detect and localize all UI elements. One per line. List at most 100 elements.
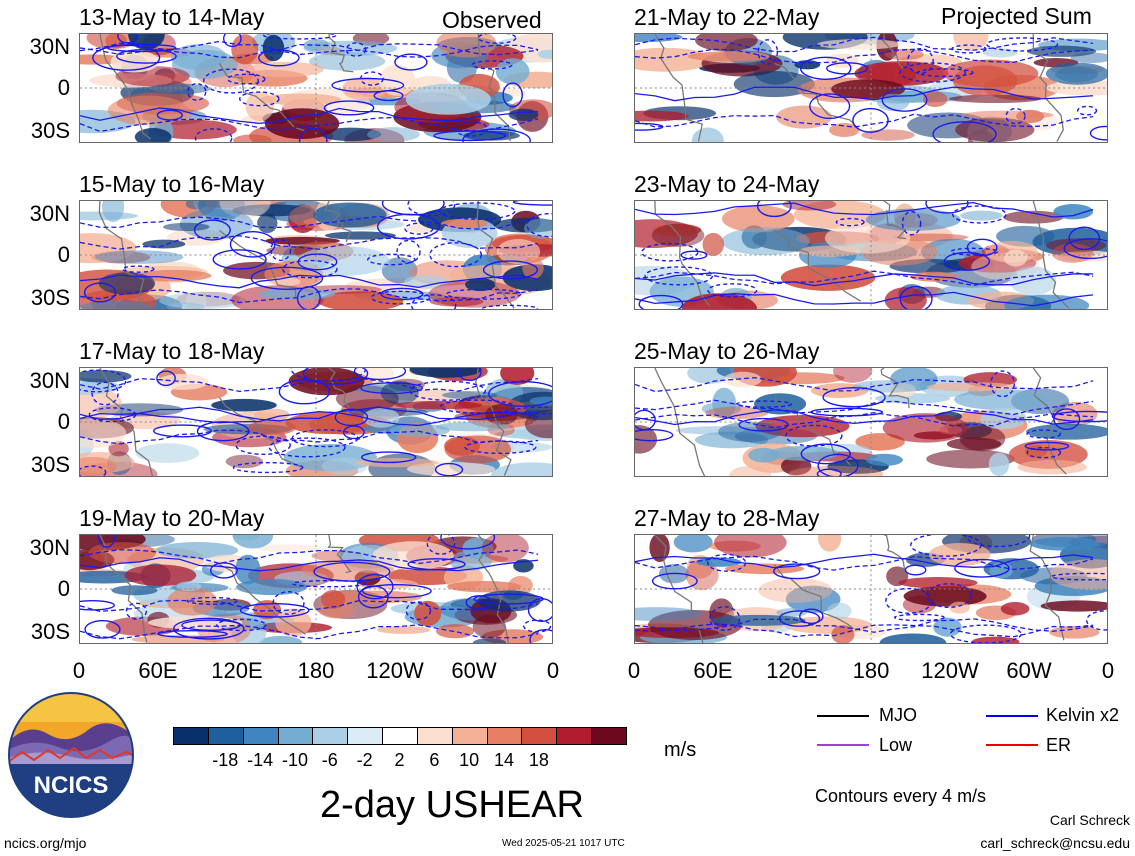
shading-blob (865, 453, 903, 466)
panel-map-2 (79, 200, 553, 310)
kelvin-contour (173, 617, 245, 640)
colorbar-tick-4: -2 (356, 750, 373, 770)
footer-url[interactable]: ncics.org/mjo (4, 835, 87, 851)
shading-blob (404, 275, 449, 289)
shading-blob (922, 91, 948, 107)
panel-map-1 (79, 33, 553, 143)
shading-blob (959, 425, 1006, 452)
kelvin-contour-line (80, 557, 539, 572)
kelvin-contour-line (80, 288, 539, 304)
shading-blob (885, 48, 924, 61)
shading-blob (733, 71, 815, 98)
ylabel-30n: 30N (29, 201, 70, 226)
kelvin-contour (291, 579, 367, 588)
shading-blob (855, 433, 905, 451)
kelvin-contour (226, 73, 266, 85)
coastline (218, 63, 306, 132)
shading-blob (1045, 62, 1107, 85)
kelvin-contour (477, 34, 517, 44)
shading-blob (236, 578, 308, 596)
kelvin-contour-line (635, 555, 1094, 571)
colorbar-cell-8 (451, 727, 488, 745)
kelvin-contour (232, 461, 304, 474)
coastline (477, 34, 511, 142)
kelvin-contour (353, 368, 407, 381)
shading-blob (1049, 625, 1100, 639)
colorbar-cell-5 (347, 727, 384, 745)
kelvin-contour (445, 288, 522, 300)
coastline (880, 368, 910, 409)
shading-blob (705, 406, 769, 420)
shading-blob (320, 589, 346, 609)
shading-blob (162, 222, 210, 232)
kelvin-contour-line (80, 549, 539, 565)
shading-blob (108, 441, 129, 457)
kelvin-contour (396, 239, 421, 264)
kelvin-contour (359, 71, 384, 86)
kelvin-contour (323, 100, 375, 116)
kelvin-contour-line (80, 377, 539, 393)
shading-blob (328, 590, 423, 604)
shading-blob (136, 269, 212, 282)
kelvin-contour (222, 34, 242, 48)
kelvin-contour (272, 591, 305, 615)
kelvin-contour-line (635, 202, 1094, 218)
shading-blob (447, 580, 522, 593)
kelvin-contour-line (80, 274, 539, 289)
shading-blob (436, 34, 497, 58)
kelvin-contour (800, 443, 851, 465)
kelvin-contour (409, 380, 486, 401)
kelvin-contour (990, 370, 1015, 398)
kelvin-contour (778, 610, 821, 627)
colorbar-tick-9: 18 (528, 750, 549, 770)
shading-blob (1053, 204, 1094, 220)
kelvin-contour-line (635, 623, 1094, 638)
kelvin-contour (799, 608, 824, 624)
kelvin-contour (239, 91, 280, 107)
coastline (654, 535, 704, 643)
panel-title-7: 25-May to 26-May (634, 338, 820, 364)
shading-blob (776, 105, 832, 129)
shading-blob (785, 585, 841, 614)
kelvin-contour (156, 109, 183, 121)
shading-blob (500, 368, 535, 385)
kelvin-contour-line (635, 376, 1094, 393)
shading-blob (1003, 249, 1028, 267)
kelvin-contour (263, 34, 337, 40)
panel-field-7 (635, 368, 1107, 476)
shading-blob (962, 110, 1054, 120)
kelvin-contour (651, 572, 698, 590)
shading-blob (988, 452, 1010, 476)
kelvin-contour (1051, 410, 1107, 423)
coastline (328, 34, 354, 73)
shading-blob (135, 443, 200, 463)
shading-blob (635, 425, 658, 454)
shading-blob (725, 563, 805, 575)
footer-email[interactable]: carl_schreck@ncsu.edu (980, 835, 1130, 851)
kelvin-contour-line (80, 215, 539, 230)
kelvin-contour (885, 587, 933, 614)
kelvin-contour-line (80, 599, 539, 613)
ylabel-0: 0 (57, 576, 70, 601)
kelvin-contour (638, 294, 684, 309)
shading-blob (524, 218, 552, 239)
coastline (654, 368, 706, 476)
shading-blob (829, 123, 860, 137)
shading-blob (827, 602, 852, 620)
kelvin-contour (193, 219, 231, 241)
kelvin-contour (291, 429, 359, 448)
kelvin-contour (966, 238, 998, 257)
left-xtick-1: 60E (138, 658, 178, 683)
shading-blob (681, 293, 757, 309)
shading-blob (248, 419, 296, 436)
shading-blob (395, 400, 483, 410)
kelvin-contour (80, 599, 116, 611)
kelvin-contour (954, 558, 1010, 578)
kelvin-contour (816, 468, 842, 476)
kelvin-contour (117, 34, 138, 44)
shading-blob (363, 408, 400, 428)
kelvin-contour (925, 583, 972, 609)
panel-map-6 (634, 200, 1108, 310)
shading-blob (635, 110, 689, 122)
shading-blob (694, 431, 769, 449)
